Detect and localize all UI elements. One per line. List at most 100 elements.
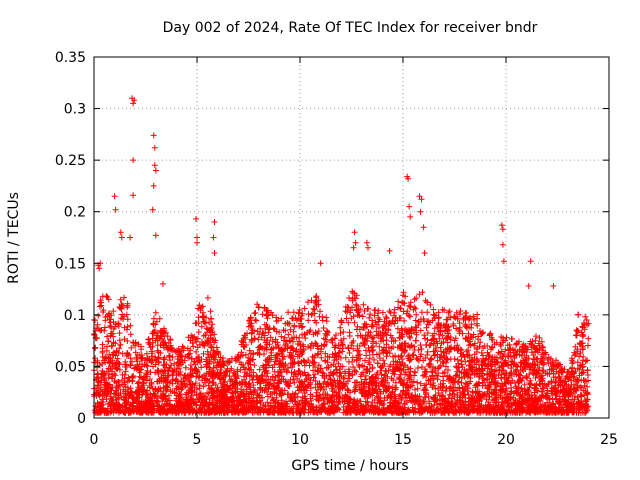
data-point: [276, 329, 283, 336]
data-point: [577, 350, 584, 357]
data-point: [218, 399, 225, 406]
data-point: [539, 344, 546, 351]
data-point: [576, 341, 583, 348]
data-point: [233, 374, 240, 381]
data-point: [398, 325, 405, 332]
data-point: [433, 338, 440, 345]
data-point: [394, 344, 401, 351]
data-point: [275, 317, 282, 324]
data-point: [186, 377, 192, 384]
data-point: [243, 381, 250, 388]
data-point: [400, 308, 407, 315]
data-point: [127, 385, 134, 392]
data-point: [489, 397, 496, 403]
data-point: [300, 345, 307, 352]
data-point: [564, 369, 571, 376]
data-point: [209, 321, 216, 328]
data-point: [253, 317, 260, 324]
data-point: [485, 399, 492, 406]
data-point: [98, 374, 105, 380]
data-point: [199, 303, 206, 310]
data-point: [108, 408, 115, 415]
data-point: [272, 336, 279, 343]
data-point: [538, 373, 545, 380]
data-point: [396, 358, 403, 365]
data-point: [561, 386, 568, 393]
data-point: [488, 334, 495, 341]
data-point: [561, 379, 568, 386]
data-point: [540, 385, 547, 392]
data-point: [442, 346, 449, 353]
data-point: [370, 338, 377, 345]
data-point: [261, 351, 267, 357]
data-point: [321, 335, 327, 342]
data-point: [290, 315, 296, 322]
data-point: [382, 388, 389, 395]
data-point: [436, 335, 443, 342]
data-point: [309, 358, 316, 365]
data-point: [312, 364, 319, 370]
data-point: [471, 342, 478, 349]
data-point: [375, 325, 382, 331]
data-point: [577, 409, 584, 416]
data-point: [504, 395, 511, 401]
data-point: [407, 334, 414, 341]
data-point: [475, 365, 482, 372]
data-point: [476, 369, 483, 375]
data-point: [518, 394, 525, 401]
data-point: [454, 396, 461, 403]
data-point: [567, 392, 574, 399]
data-point: [362, 357, 368, 364]
data-point: [101, 372, 108, 379]
data-point: [188, 355, 195, 362]
data-points: [91, 95, 592, 416]
data-point: [416, 291, 423, 298]
data-point: [344, 378, 351, 385]
data-point: [337, 363, 344, 370]
data-point: [553, 395, 560, 402]
data-point: [358, 371, 365, 378]
data-point: [465, 315, 472, 322]
data-point: [457, 401, 464, 408]
data-point: [156, 378, 163, 385]
data-point: [346, 375, 353, 382]
data-point: [398, 367, 405, 374]
data-point: [128, 344, 135, 351]
data-point: [241, 344, 248, 351]
data-point: [134, 365, 141, 372]
data-point: [572, 351, 579, 358]
data-point: [506, 345, 513, 352]
data-point: [475, 333, 482, 340]
data-point: [499, 354, 506, 360]
data-point: [383, 368, 390, 375]
data-point: [362, 398, 369, 405]
data-point: [574, 359, 581, 366]
data-point: [291, 322, 298, 329]
data-point: [496, 364, 503, 371]
data-point: [311, 371, 318, 378]
data-point: [570, 389, 577, 395]
data-point: [312, 340, 319, 346]
data-point: [248, 373, 255, 380]
data-point: [135, 379, 142, 386]
data-point: [210, 380, 217, 386]
data-point: [149, 330, 156, 337]
data-point: [265, 393, 271, 400]
data-point: [491, 341, 498, 348]
data-point: [434, 357, 441, 364]
data-point: [414, 365, 421, 371]
data-point: [240, 364, 247, 371]
data-point: [138, 398, 145, 405]
data-point: [384, 379, 391, 386]
data-point: [345, 370, 352, 377]
data-point: [295, 360, 301, 367]
data-point: [271, 326, 278, 333]
data-point: [171, 389, 178, 396]
data-point: [205, 351, 212, 358]
data-point: [241, 373, 247, 380]
data-point: [584, 404, 591, 411]
data-point: [584, 372, 591, 378]
data-point: [321, 341, 328, 348]
data-point: [564, 399, 571, 406]
data-point: [514, 363, 521, 370]
